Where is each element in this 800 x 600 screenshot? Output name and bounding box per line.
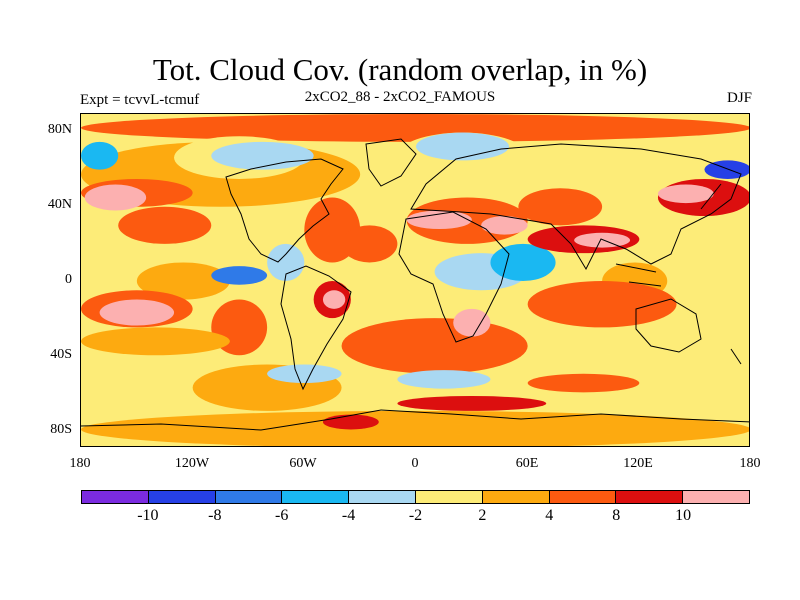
field-region-3 [211,141,314,170]
colorbar [81,490,750,504]
field-region-39 [527,373,640,393]
field-region-10 [81,141,119,170]
field-region-26 [490,243,556,281]
experiment-label: Expt = tcvvL-tcmuf [80,92,200,108]
field-region-34 [527,281,677,328]
colorbar-label: -8 [208,507,222,524]
field-region-42 [322,414,379,430]
colorbar-cell-5 [415,491,483,503]
colorbar-cell-7 [549,491,617,503]
field-region-40 [397,396,547,411]
coastline-new-zealand [730,348,742,365]
x-tick-180e: 180 [739,456,761,471]
colorbar-label: 8 [612,507,621,524]
field-region-0 [81,114,749,142]
y-tick-80n: 80N [47,122,72,137]
coastline-indonesia [615,263,662,287]
x-tick-180w: 180 [69,456,91,471]
comparison-label: 2xCO2_88 - 2xCO2_FAMOUS [304,89,496,105]
field-region-20 [341,318,528,374]
field-region-29 [574,232,631,248]
x-tick-120e: 120E [623,456,653,471]
coastline-australia [635,298,702,353]
colorbar-cell-4 [349,491,416,503]
field-region-9 [84,184,147,211]
field-region-19 [322,290,346,309]
coastline-antarctica [81,409,749,431]
colorbar-cell-9 [683,491,749,503]
coastline-greenland [365,138,417,187]
field-region-33 [704,160,749,179]
field-region-27 [518,188,603,226]
field-region-32 [657,184,714,204]
field-region-37 [267,364,342,384]
field-region-11 [118,206,212,244]
field-region-12 [136,262,230,300]
x-tick-120w: 120W [174,456,210,471]
colorbar-cell-6 [482,491,550,503]
field-region-41 [81,410,749,446]
y-tick-40s: 40S [50,347,72,362]
colorbar-cell-2 [215,491,283,503]
field-region-7 [341,225,398,263]
plot-title: Tot. Cloud Cov. (random overlap, in %) [152,52,648,87]
y-tick-80s: 80S [50,422,72,437]
map-panel [80,113,750,447]
field-region-14 [99,299,175,326]
colorbar-label: 4 [545,507,554,524]
field-region-16 [211,266,268,285]
coastline-north-america [225,158,344,263]
colorbar-label: -2 [408,507,423,524]
colorbar-cell-3 [282,491,350,503]
coastline-africa [398,211,510,343]
coastline-japan [700,183,722,210]
y-tick-40n: 40N [47,197,72,212]
coastline-eurasia [410,143,742,271]
coastline-south-america [280,265,352,391]
colorbar-label: -4 [341,507,356,524]
colorbar-label: -10 [137,507,159,524]
field-region-5 [416,132,510,161]
colorbar-cell-1 [148,491,216,503]
field-region-35 [81,327,230,356]
x-tick-60e: 60E [515,456,539,471]
field-region-24 [481,216,528,235]
colorbar-label: 2 [478,507,487,524]
colorbar-label: -6 [275,507,289,524]
field-region-23 [406,210,472,230]
season-label: DJF [726,90,752,106]
field-region-38 [397,370,491,389]
x-tick-0: 0 [411,456,419,471]
y-tick-0: 0 [65,272,72,287]
field-region-17 [267,243,305,281]
x-tick-60w: 60W [289,456,317,471]
cloud-cover-map [81,114,749,446]
colorbar-label: 10 [675,507,692,524]
field-region-21 [453,308,491,337]
colorbar-cell-0 [82,491,149,503]
colorbar-cell-8 [616,491,684,503]
